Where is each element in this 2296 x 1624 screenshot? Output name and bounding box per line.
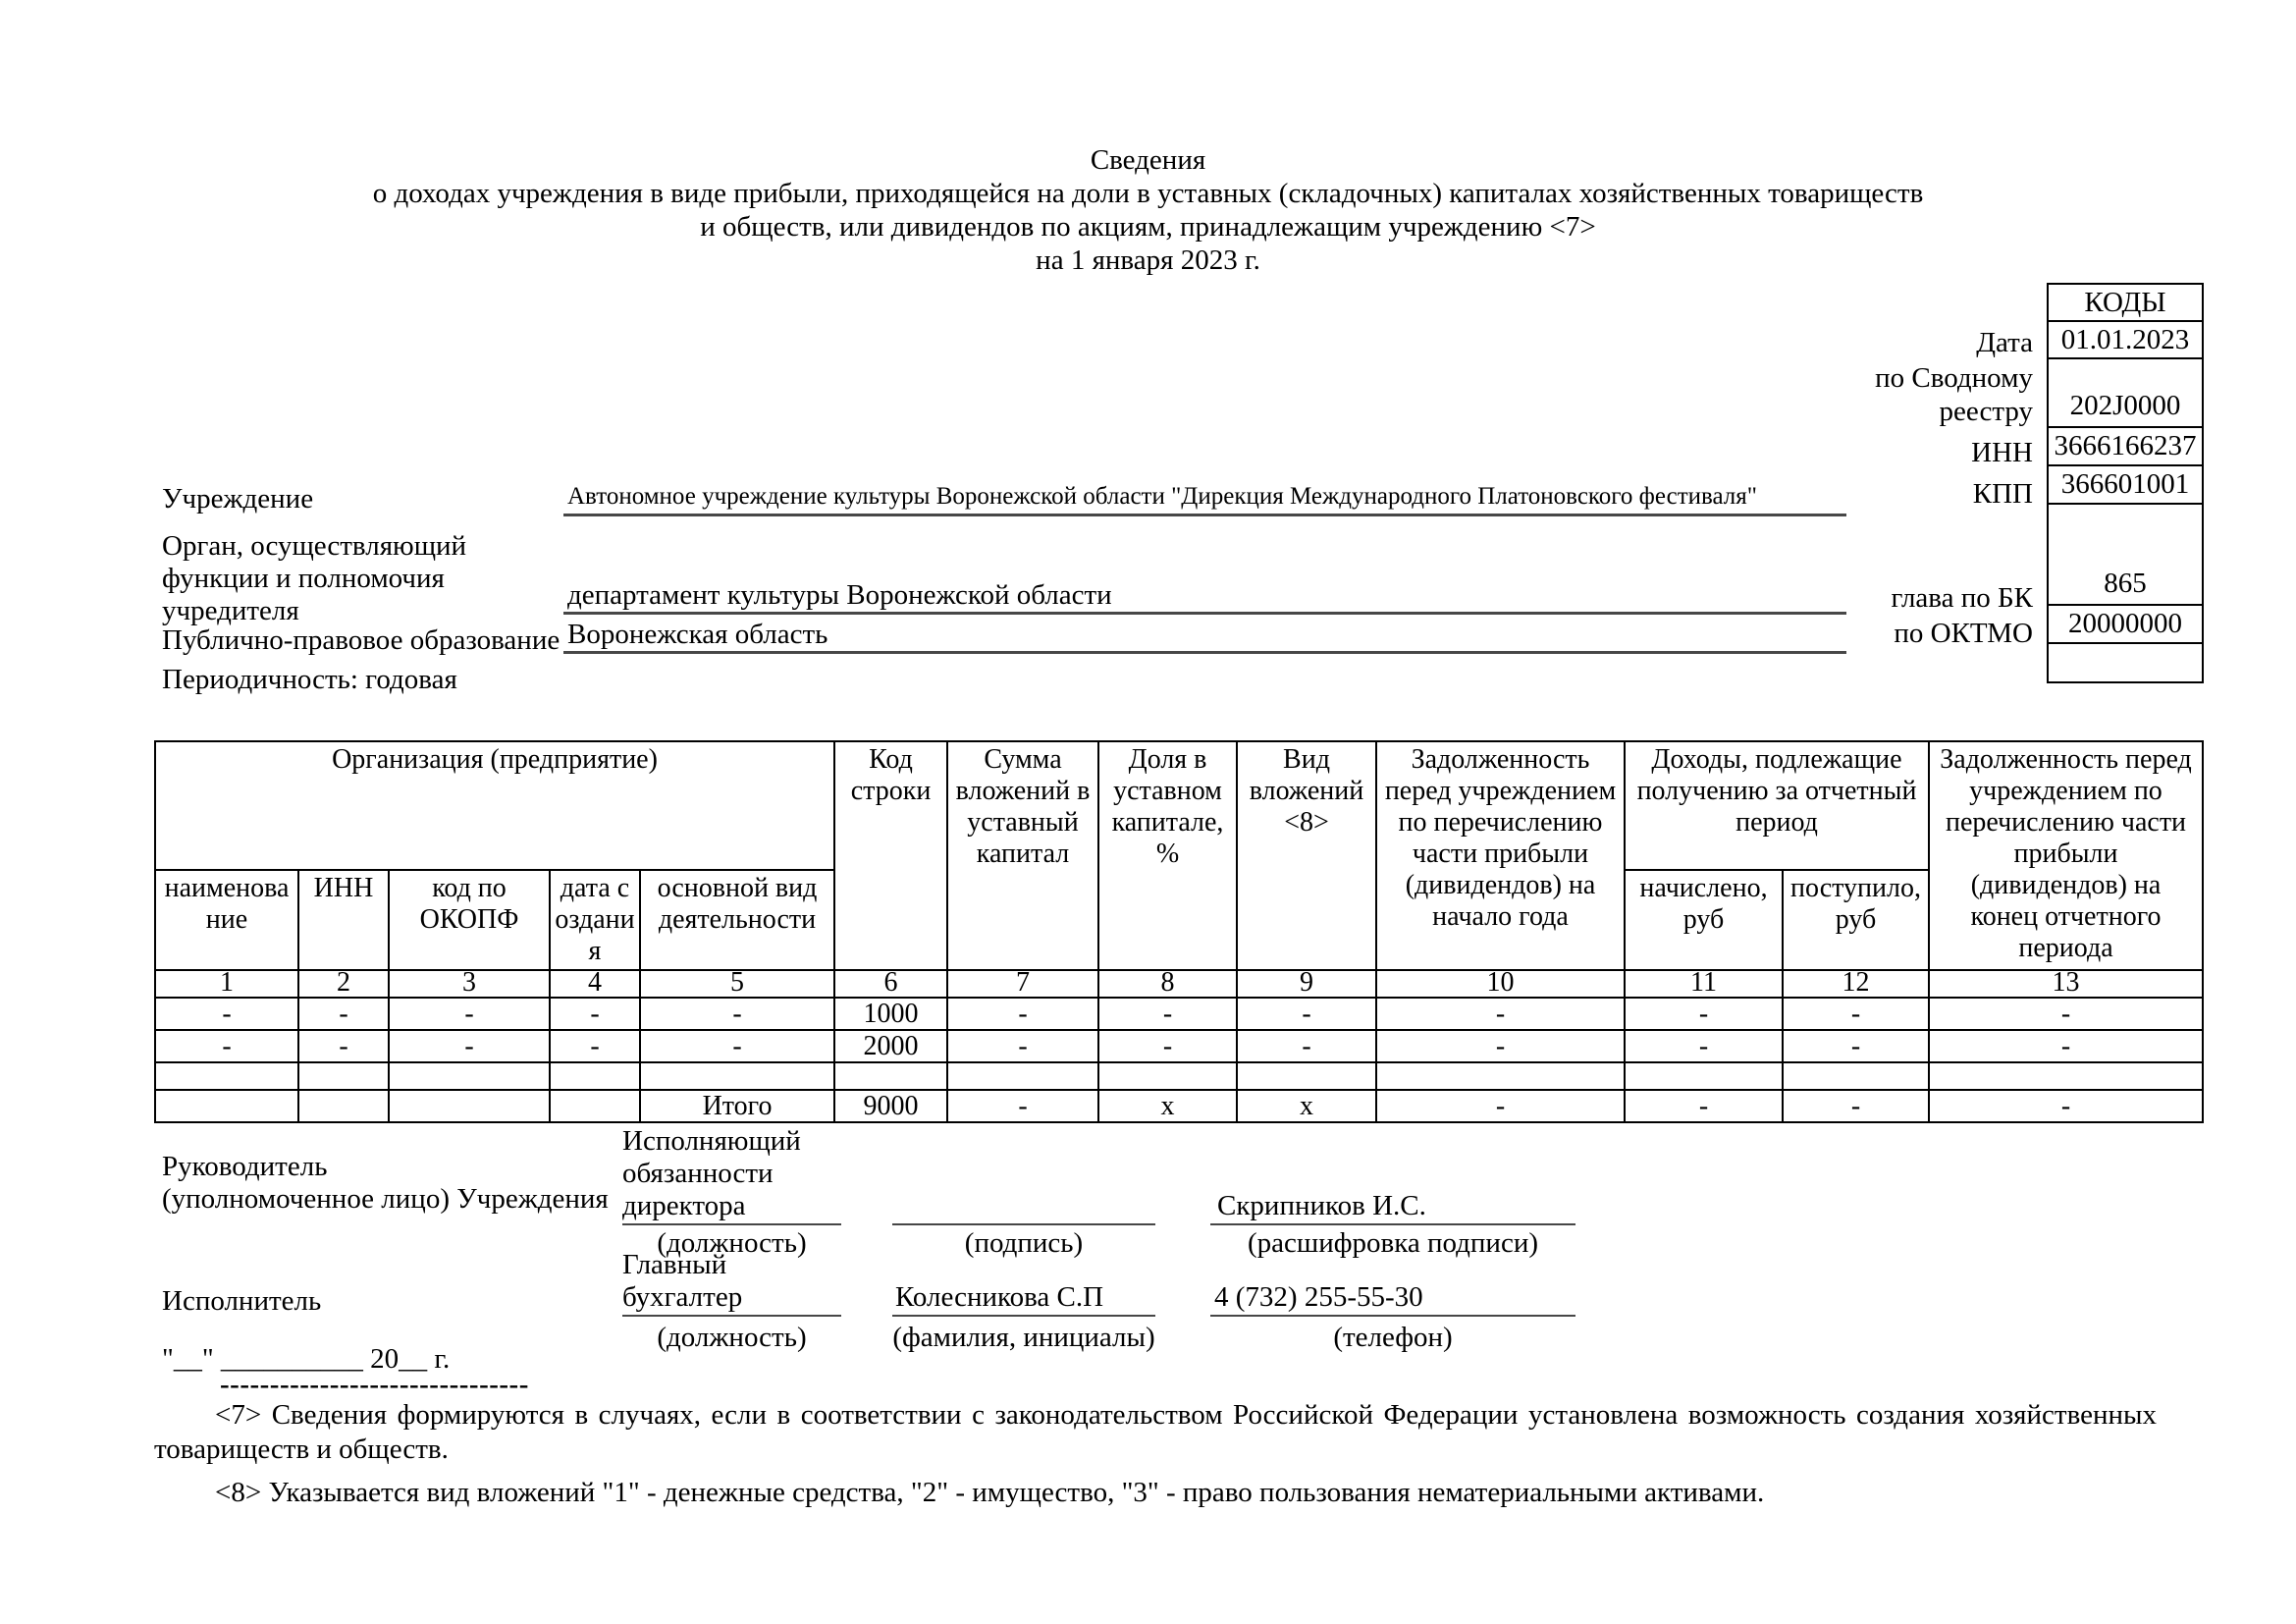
header-accrued: начислено, руб — [1624, 869, 1784, 971]
header-name: наименование — [154, 869, 299, 971]
header-activity: основной вид деятельности — [639, 869, 835, 971]
title-line-2: о доходах учреждения в виде прибыли, при… — [372, 178, 1924, 209]
footnote-separator: ------------------------------- — [220, 1369, 529, 1400]
head-name: Скрипников И.С. — [1217, 1190, 1426, 1221]
table-row: -- -- -2000 -- -- -- - — [154, 1029, 2204, 1063]
title-line-1: Сведения — [1090, 144, 1206, 176]
institution-label: Учреждение — [162, 483, 314, 514]
footnote-8: <8> Указывается вид вложений "1" - денеж… — [215, 1477, 1765, 1508]
table-row: -- -- -1000 -- -- -- - — [154, 997, 2204, 1031]
header-debt-begin: Задолженность перед учреждением по переч… — [1375, 740, 1626, 971]
bk-chapter-value: 865 — [2049, 505, 2202, 606]
executor-position-field: Главный бухгалтер — [622, 1249, 841, 1317]
title-line-3: и обществ, или дивидендов по акциям, при… — [700, 211, 1596, 243]
header-inn: ИНН — [297, 869, 390, 971]
oktmo-value: 20000000 — [2049, 606, 2202, 644]
founder-authority-label: Орган, осуществляющий функции и полномоч… — [162, 530, 467, 626]
institution-value-field: Автономное учреждение культуры Воронежск… — [563, 479, 1846, 516]
table-row-empty — [154, 1061, 2204, 1091]
consolidated-registry-value: 202J0000 — [2049, 359, 2202, 428]
executor-position-hint: (должность) — [657, 1322, 807, 1353]
codes-box-empty-cell — [2049, 644, 2202, 681]
income-table: Организация (предприятие) Код строки Сум… — [154, 740, 2204, 1123]
header-organization-group: Организация (предприятие) — [154, 740, 835, 871]
table-total-row: Итого 9000 - x x - - - - — [154, 1089, 2204, 1123]
header-investment-type: Вид вложений <8> — [1236, 740, 1377, 971]
head-label: Руководитель (уполномоченное лицо) Учреж… — [162, 1151, 609, 1215]
document-title: Сведения о доходах учреждения в виде при… — [0, 143, 2296, 277]
executor-name-underline — [892, 1315, 1155, 1317]
header-investment-sum: Сумма вложений в уставный капитал — [946, 740, 1099, 971]
date-value: 01.01.2023 — [2049, 322, 2202, 359]
codes-box-header: КОДЫ — [2049, 285, 2202, 322]
consolidated-registry-label: по Сводному реестру — [1875, 362, 2033, 427]
footnotes: <7> Сведения формируются в случаях, если… — [154, 1398, 2157, 1510]
title-date-line: на 1 января 2023 г. — [1036, 244, 1260, 276]
header-line-code: Код строки — [833, 740, 948, 971]
codes-box: КОДЫ 01.01.2023 202J0000 3666166237 3666… — [2047, 283, 2204, 683]
header-debt-end: Задолженность перед учреждением по переч… — [1928, 740, 2204, 971]
executor-phone: 4 (732) 255-55-30 — [1214, 1281, 1423, 1313]
inn-label: ИНН — [1971, 437, 2033, 468]
head-position-field: Исполняющий обязанности директора — [622, 1125, 841, 1225]
inn-value: 3666166237 — [2049, 428, 2202, 466]
kpp-label: КПП — [1972, 478, 2033, 510]
signature-field — [892, 1223, 1155, 1225]
header-okopf: код по ОКОПФ — [388, 869, 551, 971]
header-income-group: Доходы, подлежащие получению за отчетный… — [1624, 740, 1930, 871]
total-label: Итого — [639, 1089, 835, 1123]
header-capital-share: Доля в уставном капитале, % — [1097, 740, 1238, 971]
founder-authority-value-field: департамент культуры Воронежской области — [563, 579, 1846, 615]
executor-name: Колесникова С.П — [895, 1281, 1104, 1313]
kpp-value: 366601001 — [2049, 466, 2202, 505]
executor-label: Исполнитель — [162, 1285, 322, 1317]
header-received: поступило, руб — [1782, 869, 1930, 971]
position-hint: (должность) — [657, 1227, 807, 1259]
footnote-7: <7> Сведения формируются в случаях, если… — [154, 1399, 2157, 1465]
executor-name-hint: (фамилия, инициалы) — [892, 1322, 1155, 1353]
periodicity-label: Периодичность: годовая — [162, 664, 457, 695]
date-blank-line: "__" __________ 20__ г. — [162, 1343, 451, 1375]
head-name-underline — [1210, 1223, 1575, 1225]
signature-hint: (подпись) — [964, 1227, 1084, 1259]
oktmo-label: по ОКТМО — [1894, 618, 2033, 649]
public-entity-value-field: Воронежская область — [563, 619, 1846, 654]
name-hint: (расшифровка подписи) — [1247, 1227, 1539, 1259]
date-label: Дата — [1976, 327, 2033, 358]
phone-hint: (телефон) — [1333, 1322, 1453, 1353]
public-entity-label: Публично-правовое образование — [162, 624, 561, 656]
executor-phone-underline — [1210, 1315, 1575, 1317]
bk-chapter-label: глава по БК — [1891, 582, 2033, 614]
header-creation-date: дата создания — [549, 869, 641, 971]
